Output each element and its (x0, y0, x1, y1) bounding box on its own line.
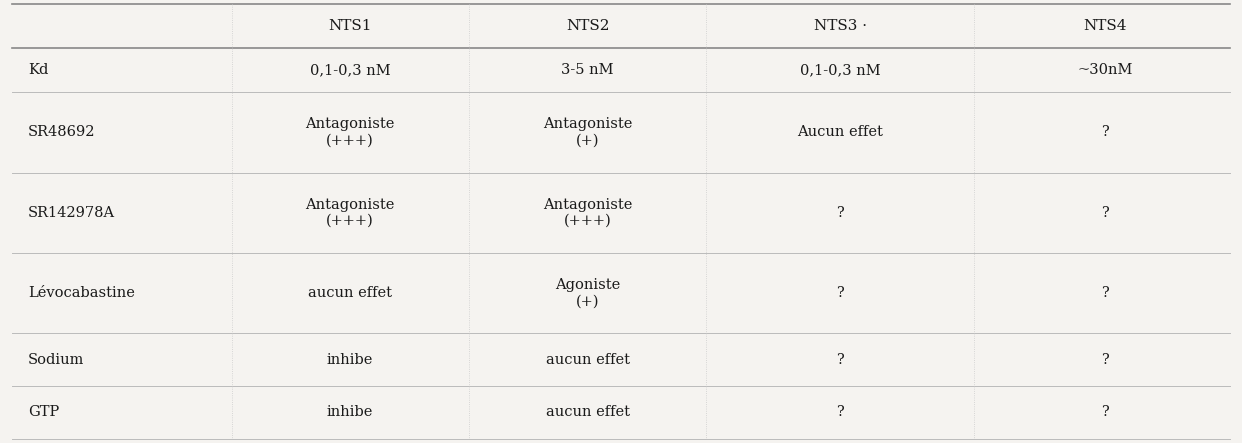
Text: ?: ? (1100, 125, 1109, 140)
Text: aucun effet: aucun effet (308, 286, 392, 300)
Text: inhibe: inhibe (327, 353, 374, 367)
Text: ?: ? (836, 286, 845, 300)
Text: Agoniste
(+): Agoniste (+) (555, 278, 620, 308)
Text: Antagoniste
(+++): Antagoniste (+++) (306, 198, 395, 228)
Text: Sodium: Sodium (29, 353, 84, 367)
Text: ?: ? (1100, 286, 1109, 300)
Text: NTS3 ·: NTS3 · (814, 19, 867, 33)
Text: SR142978A: SR142978A (29, 206, 116, 220)
Text: ?: ? (836, 405, 845, 419)
Text: NTS1: NTS1 (328, 19, 371, 33)
Text: NTS4: NTS4 (1083, 19, 1126, 33)
Text: 3-5 nM: 3-5 nM (561, 63, 614, 77)
Text: ~30nM: ~30nM (1077, 63, 1133, 77)
Text: aucun effet: aucun effet (545, 405, 630, 419)
Text: Antagoniste
(+++): Antagoniste (+++) (306, 117, 395, 148)
Text: 0,1-0,3 nM: 0,1-0,3 nM (800, 63, 881, 77)
Text: Kd: Kd (29, 63, 48, 77)
Text: ?: ? (836, 206, 845, 220)
Text: Antagoniste
(+): Antagoniste (+) (543, 117, 632, 148)
Text: ?: ? (1100, 405, 1109, 419)
Text: SR48692: SR48692 (29, 125, 96, 140)
Text: NTS2: NTS2 (566, 19, 610, 33)
Text: aucun effet: aucun effet (545, 353, 630, 367)
Text: ?: ? (836, 353, 845, 367)
Text: GTP: GTP (29, 405, 60, 419)
Text: Antagoniste
(+++): Antagoniste (+++) (543, 198, 632, 228)
Text: ?: ? (1100, 206, 1109, 220)
Text: Aucun effet: Aucun effet (797, 125, 883, 140)
Text: inhibe: inhibe (327, 405, 374, 419)
Text: Lévocabastine: Lévocabastine (29, 286, 135, 300)
Text: ?: ? (1100, 353, 1109, 367)
Text: 0,1-0,3 nM: 0,1-0,3 nM (309, 63, 390, 77)
